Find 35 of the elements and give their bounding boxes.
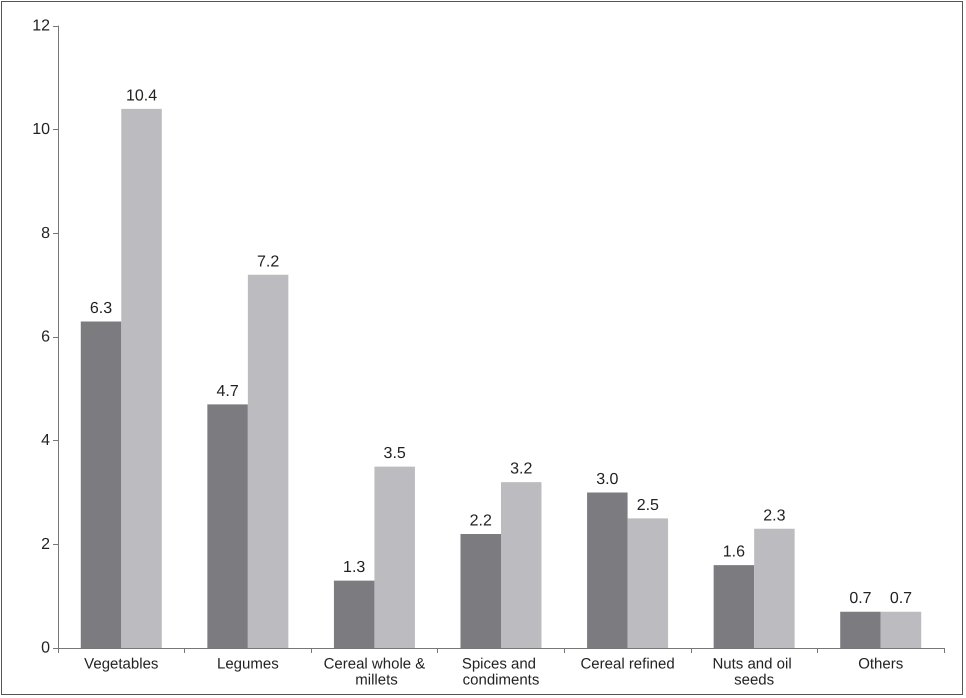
data-label: 2.3 bbox=[763, 507, 786, 524]
data-label: 3.5 bbox=[384, 445, 406, 462]
bar bbox=[880, 612, 922, 648]
data-label: 2.2 bbox=[470, 512, 492, 530]
bar bbox=[501, 482, 542, 648]
bar bbox=[121, 108, 162, 648]
data-label: 0.7 bbox=[849, 590, 872, 608]
y-tick-label: 0 bbox=[41, 640, 50, 656]
y-tick-label: 10 bbox=[32, 121, 50, 138]
data-label: 3.2 bbox=[510, 460, 532, 478]
y-tick-label: 12 bbox=[32, 18, 50, 34]
x-tick-label: Nuts and oil seeds bbox=[712, 656, 796, 688]
x-tick-label: Others bbox=[858, 656, 904, 672]
x-tick-label: Spices and condiments bbox=[462, 656, 540, 688]
data-label: 2.5 bbox=[636, 496, 660, 514]
y-tick-label: 4 bbox=[41, 432, 50, 450]
data-label: 7.2 bbox=[256, 253, 280, 270]
x-tick-label: Cereal refined bbox=[580, 656, 675, 672]
data-label: 6.3 bbox=[90, 300, 112, 317]
data-label: 3.0 bbox=[596, 471, 619, 488]
x-tick-label: Legumes bbox=[217, 656, 279, 672]
data-label: 4.7 bbox=[216, 382, 239, 400]
y-tick-label: 2 bbox=[41, 536, 50, 553]
x-tick-label: Cereal whole & millets bbox=[324, 656, 426, 688]
data-label: 10.4 bbox=[126, 87, 158, 104]
y-tick-label: 8 bbox=[41, 224, 50, 242]
y-tick-label: 6 bbox=[41, 328, 50, 346]
bar bbox=[628, 518, 668, 648]
data-label: 1.6 bbox=[722, 544, 746, 561]
bar bbox=[374, 466, 415, 648]
data-label: 1.3 bbox=[343, 559, 366, 576]
data-label: 0.7 bbox=[890, 590, 912, 608]
x-tick-label: Vegetables bbox=[84, 656, 158, 672]
bar bbox=[754, 528, 795, 648]
bar bbox=[248, 274, 288, 648]
